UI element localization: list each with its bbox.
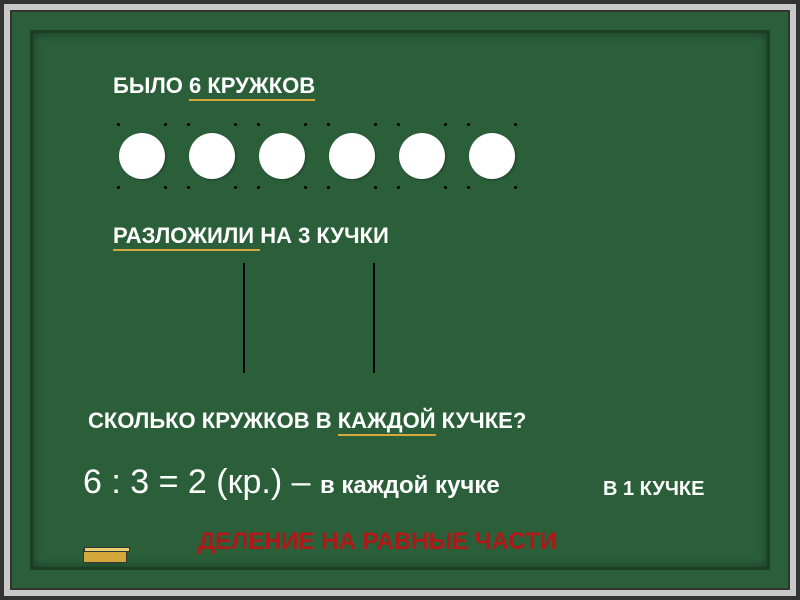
circle-item xyxy=(463,123,521,189)
corner-dot xyxy=(397,123,400,126)
circle-shape xyxy=(189,133,235,179)
line1-prefix: БЫЛО xyxy=(113,73,189,98)
corner-dot xyxy=(187,186,190,189)
circle-item xyxy=(393,123,451,189)
corner-dot xyxy=(164,186,167,189)
equation: 6 : 3 = 2 (кр.) – в каждой кучке xyxy=(83,463,500,502)
corner-dot xyxy=(304,123,307,126)
corner-dot xyxy=(117,123,120,126)
divider-line xyxy=(373,263,375,373)
line3-highlight: КАЖДОЙ xyxy=(338,408,436,436)
corner-dot xyxy=(397,186,400,189)
divider-line xyxy=(243,263,245,373)
circle-shape xyxy=(469,133,515,179)
line3-suffix: КУЧКЕ? xyxy=(436,408,527,433)
corner-dot xyxy=(467,123,470,126)
line1-highlight: 6 КРУЖКОВ xyxy=(189,73,315,101)
corner-dot xyxy=(234,123,237,126)
circle-item xyxy=(113,123,171,189)
corner-dot xyxy=(327,186,330,189)
corner-dot xyxy=(187,123,190,126)
corner-dot xyxy=(257,123,260,126)
corner-dot xyxy=(374,186,377,189)
corner-dot xyxy=(164,123,167,126)
corner-dot xyxy=(327,123,330,126)
corner-dot xyxy=(514,123,517,126)
eraser-icon xyxy=(83,549,127,563)
line-was-circles: БЫЛО 6 КРУЖКОВ xyxy=(113,73,315,99)
line3-prefix: СКОЛЬКО КРУЖКОВ В xyxy=(88,408,338,433)
circle-shape xyxy=(259,133,305,179)
circle-shape xyxy=(399,133,445,179)
line-question: СКОЛЬКО КРУЖКОВ В КАЖДОЙ КУЧКЕ? xyxy=(88,408,526,434)
label-per-pile: В 1 КУЧКЕ xyxy=(603,478,704,501)
title-red: ДЕЛЕНИЕ НА РАВНЫЕ ЧАСТИ xyxy=(198,528,557,556)
equation-note: в каждой кучке xyxy=(320,472,500,499)
equation-main: 6 : 3 = 2 (кр.) – xyxy=(83,463,320,501)
circle-shape xyxy=(119,133,165,179)
circle-item xyxy=(183,123,241,189)
corner-dot xyxy=(234,186,237,189)
corner-dot xyxy=(444,123,447,126)
circle-item xyxy=(323,123,381,189)
corner-dot xyxy=(257,186,260,189)
corner-dot xyxy=(444,186,447,189)
line-split-piles: РАЗЛОЖИЛИ НА 3 КУЧКИ xyxy=(113,223,389,249)
corner-dot xyxy=(304,186,307,189)
frame-outer: БЫЛО 6 КРУЖКОВ xyxy=(0,0,800,600)
line2-suffix: НА 3 КУЧКИ xyxy=(260,223,389,248)
chalkboard: БЫЛО 6 КРУЖКОВ xyxy=(30,30,770,570)
corner-dot xyxy=(514,186,517,189)
corner-dot xyxy=(467,186,470,189)
frame-mid: БЫЛО 6 КРУЖКОВ xyxy=(10,10,790,590)
corner-dot xyxy=(117,186,120,189)
circle-item xyxy=(253,123,311,189)
corner-dot xyxy=(374,123,377,126)
line2-highlight: РАЗЛОЖИЛИ xyxy=(113,223,260,251)
circles-row xyxy=(113,123,521,189)
circle-shape xyxy=(329,133,375,179)
